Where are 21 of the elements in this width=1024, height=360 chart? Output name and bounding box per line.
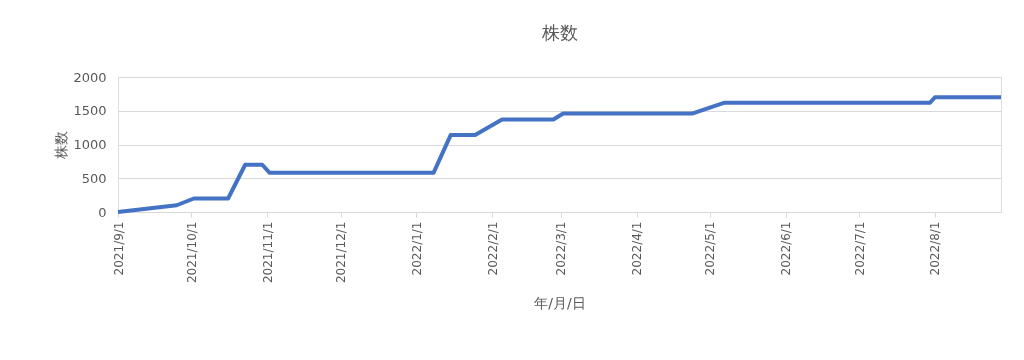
x-tick-label: 2022/8/1 [928,221,943,276]
y-tick-label: 2000 [73,69,107,85]
x-tick-label: 2022/4/1 [630,221,645,276]
x-tick-label: 2021/9/1 [111,221,126,276]
x-tick-label: 2021/10/1 [184,221,199,284]
x-tick-label: 2022/7/1 [852,221,867,276]
y-axis-title: 株数 [53,131,70,160]
y-tick-label: 1000 [73,137,107,152]
x-tick-label: 2021/11/1 [260,221,275,284]
y-tick-label: 500 [81,170,107,186]
x-tick-label: 2022/3/1 [554,221,569,276]
x-tick-label: 2022/1/1 [409,221,424,276]
x-axis-title: 年/月/日 [534,295,586,312]
y-tick-label: 0 [98,204,107,220]
x-tick-label: 2022/5/1 [703,221,718,276]
line-series [116,95,1003,214]
y-tick-label: 1500 [73,103,107,119]
x-tick-label: 2022/6/1 [779,221,794,276]
chart-title: 株数 [540,22,578,43]
x-tick-label: 2022/2/1 [485,221,500,276]
x-tick-label: 2021/12/1 [334,221,349,284]
